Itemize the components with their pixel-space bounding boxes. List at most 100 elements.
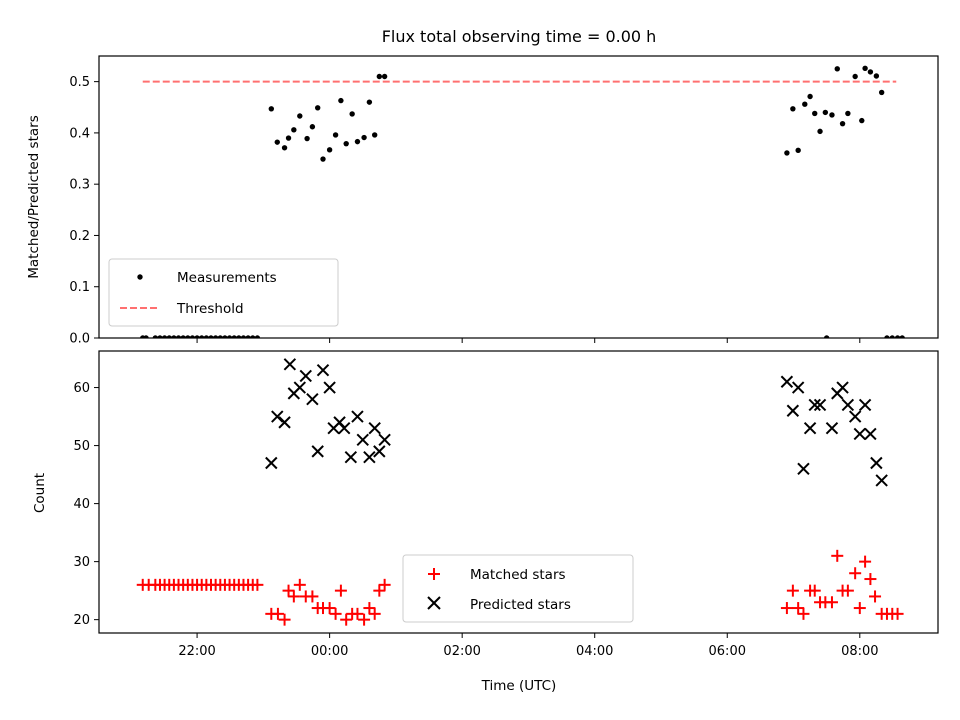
matched-stars-point <box>825 596 838 609</box>
legend-label-measurements: Measurements <box>177 270 277 286</box>
measurement-point <box>784 150 790 156</box>
predicted-stars-point <box>791 381 805 394</box>
measurement-point <box>189 335 196 338</box>
measurement-point <box>845 110 851 117</box>
measurement-point <box>834 66 840 72</box>
legend-marker-predicted-stars <box>427 596 441 610</box>
measurement-point <box>823 335 830 338</box>
measurement-point <box>326 147 333 153</box>
measurement-point <box>309 124 316 130</box>
bottom-panel-axes: 22:00 00:00 02:00 04:00 06:00 08:00 20 30 40 50 60 <box>73 350 939 659</box>
bottom-panel-plot-area <box>136 358 904 626</box>
y-tick-label: 0.2 <box>69 229 90 244</box>
matched-stars-point <box>287 590 300 603</box>
bottom-y-axis-label: Count <box>32 473 48 513</box>
predicted-stars-point <box>368 421 381 435</box>
matched-stars-point <box>849 567 862 580</box>
y-tick-label: 40 <box>73 497 90 512</box>
measurement-point <box>829 112 835 118</box>
matched-stars-point <box>329 607 342 620</box>
measurement-point <box>376 73 383 80</box>
legend-label-matched-stars: Matched stars <box>470 567 566 583</box>
x-tick-label: 22:00 <box>178 644 215 659</box>
measurement-point <box>338 97 344 104</box>
bottom-legend: Matched stars Predicted stars <box>402 554 634 623</box>
matched-stars-point <box>251 578 264 591</box>
predicted-stars-point <box>271 410 284 423</box>
measurement-point <box>822 109 829 116</box>
predicted-stars-point <box>825 421 839 435</box>
top-panel-axes: 0.0 0.1 0.2 0.3 0.4 0.5 <box>69 55 939 347</box>
measurement-point <box>314 105 321 111</box>
measurement-point <box>226 335 233 338</box>
matched-stars-point <box>853 602 866 615</box>
predicted-stars-point <box>363 450 376 464</box>
predicted-stars-point <box>875 474 888 487</box>
top-panel-plot-area <box>140 65 905 338</box>
measurement-point <box>873 73 880 79</box>
legend-label-threshold: Threshold <box>176 301 244 317</box>
measurement-point <box>171 335 177 338</box>
predicted-stars-point <box>808 398 821 412</box>
measurement-point <box>208 335 214 338</box>
x-tick-label: 04:00 <box>576 644 613 659</box>
predicted-stars-point <box>786 404 800 417</box>
top-legend: Measurements Threshold <box>108 258 339 327</box>
measurement-point <box>859 117 865 124</box>
measurement-point <box>161 335 168 338</box>
legend-label-predicted-stars: Predicted stars <box>470 597 571 613</box>
matched-stars-point <box>841 584 854 597</box>
measurement-point <box>349 111 355 117</box>
measurement-point <box>361 134 367 141</box>
y-tick-label: 0.5 <box>69 75 90 90</box>
matched-stars-point <box>278 613 291 626</box>
x-tick-label: 06:00 <box>709 644 746 659</box>
measurement-point <box>878 89 885 96</box>
measurement-point <box>867 69 874 75</box>
measurement-point <box>839 120 846 127</box>
predicted-stars-point <box>848 410 862 423</box>
predicted-stars-point <box>351 410 364 423</box>
predicted-stars-point <box>378 433 391 446</box>
measurement-point <box>371 132 378 138</box>
measurement-point <box>304 135 310 142</box>
x-tick-label: 00:00 <box>311 644 348 659</box>
y-tick-label: 0.3 <box>69 178 90 193</box>
matched-stars-point <box>358 613 371 626</box>
measurement-point <box>884 335 890 338</box>
predicted-stars-point <box>870 456 883 470</box>
predicted-stars-point <box>864 427 877 441</box>
matched-stars-point <box>797 607 810 620</box>
measurement-point <box>366 99 373 105</box>
matched-stars-point <box>869 590 882 603</box>
y-tick-label: 0.4 <box>69 126 90 141</box>
matched-stars-point <box>891 607 904 620</box>
x-axis-label: Time (UTC) <box>481 678 557 694</box>
measurement-point <box>203 335 210 338</box>
measurement-point <box>236 335 242 338</box>
matched-stars-point <box>368 607 381 620</box>
measurement-point <box>812 110 818 117</box>
predicted-stars-point <box>306 392 319 406</box>
legend-marker-matched-stars <box>428 568 440 580</box>
measurement-point <box>291 127 297 133</box>
legend-marker-measurements <box>137 274 143 280</box>
measurement-point <box>297 113 303 119</box>
matched-stars-point <box>363 602 376 615</box>
y-tick-label: 30 <box>73 555 90 570</box>
matched-stars-point <box>323 602 336 615</box>
predicted-stars-point <box>836 381 849 394</box>
matched-stars-point <box>780 602 793 615</box>
measurement-point <box>894 335 901 338</box>
chart-title: Flux total observing time = 0.00 h <box>382 27 657 46</box>
measurement-point <box>157 335 163 338</box>
predicted-stars-point <box>797 462 810 475</box>
predicted-stars-point <box>311 445 324 458</box>
y-tick-label: 20 <box>73 613 90 628</box>
matched-stars-point <box>378 578 391 591</box>
axes-frame <box>98 350 939 634</box>
measurement-point <box>250 335 256 338</box>
measurement-point <box>254 335 261 338</box>
measurement-point <box>199 335 205 338</box>
